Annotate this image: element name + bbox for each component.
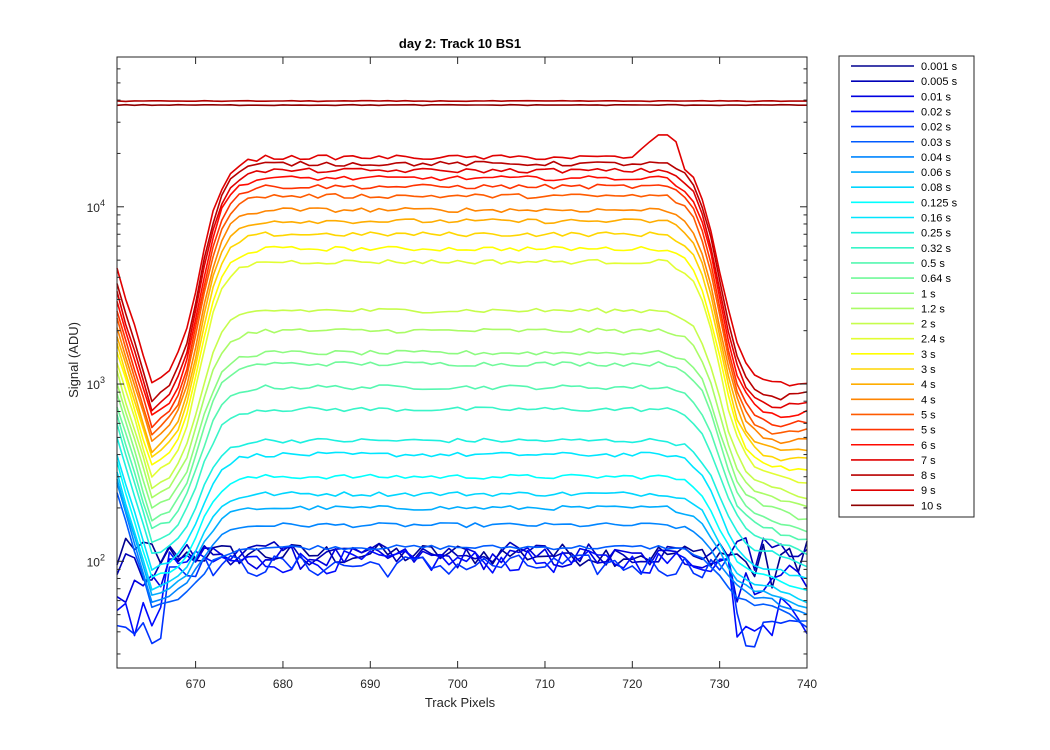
- legend-items: 0.001 s 0.005 s 0.01 s 0.02 s 0.02 s 0.03 s 0.…: [851, 61, 958, 512]
- series-line-27: [116, 167, 808, 412]
- x-tick-label: 720: [622, 677, 642, 691]
- series-line-22: [116, 218, 808, 454]
- legend-label: 5 s: [921, 409, 936, 421]
- legend-label: 0.02 s: [921, 122, 951, 134]
- series-line-14: [116, 384, 808, 541]
- y-axis-ticks: 102 103 104: [87, 56, 807, 655]
- legend-label: 3 s: [921, 349, 936, 361]
- x-tick-label: 710: [535, 677, 555, 691]
- legend-label: 10 s: [921, 500, 942, 512]
- x-axis-ticks: 670 680 690 700 710 720 730 740: [186, 57, 817, 691]
- legend-label: 4 s: [921, 394, 936, 406]
- legend-label: 0.5 s: [921, 258, 945, 270]
- series-line-9: [116, 471, 808, 604]
- x-tick-label: 690: [360, 677, 380, 691]
- legend-label: 3 s: [921, 364, 936, 376]
- x-tick-label: 740: [797, 677, 817, 691]
- series-line-11: [116, 451, 808, 580]
- legend-label: 0.32 s: [921, 243, 951, 255]
- series-line-29: [116, 134, 808, 387]
- series-line-13: [116, 406, 808, 556]
- legend-label: 9 s: [921, 485, 936, 497]
- legend-label: 1 s: [921, 288, 936, 300]
- legend-label: 0.125 s: [921, 197, 958, 209]
- legend-label: 0.08 s: [921, 182, 951, 194]
- series-line-28: [116, 160, 808, 403]
- y-tick-label: 102: [87, 552, 105, 569]
- legend-label: 2.4 s: [921, 334, 945, 346]
- series-line-4: [116, 549, 808, 638]
- x-tick-label: 670: [186, 677, 206, 691]
- legend-label: 0.25 s: [921, 228, 951, 240]
- legend-label: 4 s: [921, 379, 936, 391]
- series-line-24: [116, 193, 808, 436]
- series-line-19: [116, 258, 808, 484]
- series-line-26: [116, 175, 808, 419]
- plot-area: 670 680 690 700 710 720 730 740 102 103 104: [87, 56, 817, 691]
- x-tick-label: 700: [448, 677, 468, 691]
- series-line-23: [116, 207, 808, 445]
- series-line-10: [116, 461, 808, 591]
- series-line-18: [116, 307, 808, 500]
- legend-label: 5 s: [921, 425, 936, 437]
- legend-label: 0.64 s: [921, 273, 951, 285]
- series-line-16: [116, 349, 808, 521]
- x-tick-label: 730: [710, 677, 730, 691]
- series-line-8: [116, 478, 808, 609]
- x-axis-label: Track Pixels: [425, 695, 496, 710]
- series-line-25: [116, 183, 808, 429]
- series-line-15: [116, 360, 808, 533]
- legend-label: 8 s: [921, 470, 936, 482]
- series-line-5: [116, 554, 808, 648]
- series-line-20: [116, 245, 808, 472]
- legend-label: 0.16 s: [921, 213, 951, 225]
- series-line-17: [116, 327, 808, 508]
- series-line-30: [116, 99, 808, 103]
- legend-label: 0.06 s: [921, 167, 951, 179]
- axes-box: [116, 56, 808, 669]
- chart-title: day 2: Track 10 BS1: [399, 36, 521, 51]
- legend-label: 7 s: [921, 455, 936, 467]
- y-tick-label: 103: [87, 375, 105, 392]
- series-line-6: [116, 492, 808, 622]
- legend-label: 1.2 s: [921, 303, 945, 315]
- x-tick-label: 680: [273, 677, 293, 691]
- y-tick-label: 104: [87, 198, 105, 215]
- legend-label: 2 s: [921, 319, 936, 331]
- legend-label: 0.02 s: [921, 106, 951, 118]
- series-line-21: [116, 231, 808, 462]
- legend-box: [838, 55, 975, 518]
- legend-label: 0.03 s: [921, 137, 951, 149]
- legend-label: 0.001 s: [921, 61, 958, 73]
- legend-label: 0.01 s: [921, 91, 951, 103]
- y-axis-label: Signal (ADU): [66, 322, 81, 398]
- legend-label: 0.005 s: [921, 76, 958, 88]
- series-line-12: [116, 437, 808, 568]
- series-layer: [116, 99, 808, 648]
- legend: 0.001 s 0.005 s 0.01 s 0.02 s 0.02 s 0.03 s 0.…: [838, 55, 975, 518]
- series-line-7: [116, 482, 808, 615]
- legend-label: 0.04 s: [921, 152, 951, 164]
- legend-label: 6 s: [921, 440, 936, 452]
- series-line-31: [116, 103, 807, 107]
